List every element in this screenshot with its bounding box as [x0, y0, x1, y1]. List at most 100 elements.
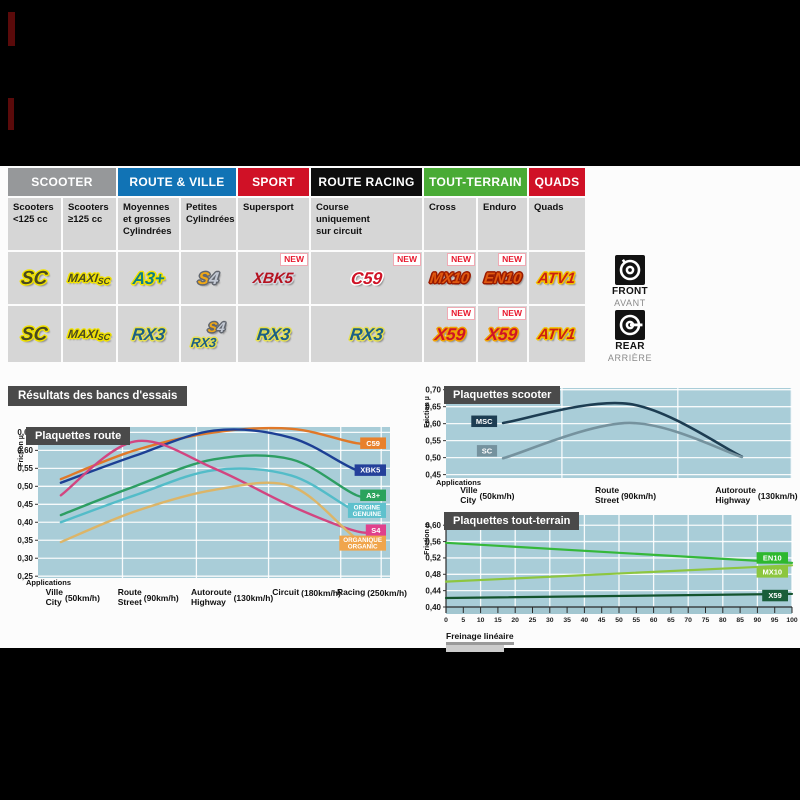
new-badge: NEW — [447, 253, 475, 266]
svg-text:0,52: 0,52 — [425, 554, 441, 563]
chart-route-canvas: 0,65 0,60 0,55 0,50 0,45 0,40 0,35 0,30 0,25 Fric… — [17, 426, 390, 581]
chart-route-applications-label: Applications — [26, 578, 72, 587]
new-badge: NEW — [498, 307, 526, 320]
svg-text:65: 65 — [667, 617, 675, 624]
subcategory-petites-3: Petites Cylindrées — [181, 198, 236, 250]
chart-plaquettes-scooter: 0,70 0,65 0,60 0,55 0,50 0,45 Friction µ MSC SC P… — [422, 384, 800, 514]
category-header-scooter: SCOOTER — [8, 168, 116, 196]
product-row-rear: SC MAXISC RX3 S4 RX3 RX3 RX3 NEW X59 NEW X59 ATV1 — [8, 306, 585, 362]
category-header-row: SCOOTER ROUTE & VILLE SPORT ROUTE RACING TOU… — [8, 168, 585, 196]
svg-text:ORIGINE: ORIGINE — [354, 504, 381, 511]
svg-text:Friction µ: Friction µ — [424, 523, 431, 555]
product-logo-atv1: ATV1 — [537, 269, 577, 287]
subcategory-moyennes-2: Moyennes et grosses Cylindrées — [118, 198, 179, 250]
subcategory-scooters-1: Scooters ≥125 cc — [63, 198, 116, 250]
brake-disc-front-icon — [615, 255, 645, 285]
new-badge: NEW — [498, 253, 526, 266]
chart-tout-canvas: 0,60 0,56 0,52 0,48 0,44 0,40 Friction µ 0 5 10 15… — [424, 515, 798, 624]
new-badge: NEW — [280, 253, 308, 266]
svg-text:0,50: 0,50 — [17, 482, 33, 491]
product-logo-a3: A3+ — [131, 268, 166, 288]
product-logo-rx3: RX3 — [255, 324, 292, 344]
svg-text:0,60: 0,60 — [17, 446, 33, 455]
svg-text:15: 15 — [494, 617, 502, 624]
chart-tout-xaxis-label: Freinage linéaire — [446, 631, 514, 645]
svg-text:0: 0 — [444, 617, 448, 624]
new-badge: NEW — [393, 253, 421, 266]
chart-scooter-xcat-autoroute: Autoroute Highway (130km/h) — [715, 485, 798, 505]
svg-text:20: 20 — [511, 617, 519, 624]
product-logo-x59: X59 — [486, 324, 519, 344]
subcategory-row: Scooters <125 cc Scooters ≥125 cc Moyennes… — [8, 198, 585, 250]
chart-scooter-applications-label: Applications — [436, 478, 482, 487]
svg-text:Friction µ: Friction µ — [424, 396, 431, 428]
product-logo-rx3: RX3 — [348, 324, 385, 344]
svg-text:75: 75 — [702, 617, 710, 624]
subcategory-quads-8: Quads — [529, 198, 585, 250]
product-logo-mx10: MX10 — [429, 269, 471, 287]
product-cell-front-en10: NEW EN10 — [478, 252, 527, 304]
new-badge: NEW — [447, 307, 475, 320]
front-badge: FRONT AVANT — [594, 255, 666, 308]
svg-text:0,48: 0,48 — [425, 570, 441, 579]
artifact-mark — [8, 12, 15, 46]
product-cell-rear-rx3: RX3 — [311, 306, 422, 362]
chart-scooter-xcat-route: Route Street (90km/h) — [594, 485, 657, 505]
product-logo-c59: C59 — [349, 268, 384, 288]
product-logo-s4: S4 — [206, 318, 227, 335]
svg-text:0,30: 0,30 — [17, 554, 33, 563]
product-logo-maxi-sc: MAXISC — [67, 271, 111, 286]
product-cell-front-c59: NEW C59 — [311, 252, 422, 304]
chart-plaquettes-route: 0,65 0,60 0,55 0,50 0,45 0,40 0,35 0,30 0,25 Fric… — [16, 418, 416, 618]
category-header-sport: SPORT — [238, 168, 309, 196]
rear-badge: REAR ARRIÈRE — [594, 310, 666, 363]
svg-text:Friction µ: Friction µ — [18, 435, 25, 467]
product-cell-front-atv1: ATV1 — [529, 252, 585, 304]
svg-text:0,45: 0,45 — [425, 470, 441, 479]
product-logo-rx3: RX3 — [130, 324, 167, 344]
brake-disc-rear-icon — [615, 310, 645, 340]
chart-route-title: Plaquettes route — [26, 427, 131, 445]
chart-route-xcat-autoroute: Autoroute Highway (130km/h) — [190, 587, 274, 607]
svg-text:25: 25 — [529, 617, 537, 624]
chart-route-xcat-route: Route Street (90km/h) — [117, 587, 179, 607]
svg-text:50: 50 — [615, 617, 623, 624]
artifact-mark — [8, 98, 14, 130]
product-logo-xbk5: XBK5 — [252, 269, 295, 287]
subcategory-cross-6: Cross — [424, 198, 476, 250]
svg-text:S4: S4 — [371, 526, 381, 535]
svg-text:0,44: 0,44 — [425, 586, 441, 595]
svg-text:0,65: 0,65 — [425, 402, 441, 411]
product-cell-rear-rx3: RX3 — [238, 306, 309, 362]
product-logo-rx3: RX3 — [189, 334, 218, 350]
product-logo-s4: S4 — [196, 268, 221, 288]
content-panel: SCOOTER ROUTE & VILLE SPORT ROUTE RACING TOU… — [0, 166, 800, 652]
svg-text:MX10: MX10 — [763, 567, 783, 576]
product-logo-atv1: ATV1 — [537, 325, 577, 343]
svg-text:55: 55 — [633, 617, 641, 624]
svg-text:0,45: 0,45 — [17, 500, 33, 509]
svg-text:100: 100 — [786, 617, 798, 624]
chart-scooter-xcat-ville: Ville City (50km/h) — [460, 485, 515, 505]
product-cell-rear-x59: NEW X59 — [478, 306, 527, 362]
subcategory-supersport-4: Supersport — [238, 198, 309, 250]
product-logo-x59: X59 — [433, 324, 467, 344]
svg-text:60: 60 — [650, 617, 658, 624]
svg-text:35: 35 — [563, 617, 571, 624]
svg-text:10: 10 — [477, 617, 485, 624]
chart-plaquettes-tout-terrain: 0,60 0,56 0,52 0,48 0,44 0,40 Friction µ 0 5 10 15… — [422, 509, 800, 659]
product-cell-rear-sc: SC — [8, 306, 61, 362]
rear-sub-label: ARRIÈRE — [607, 353, 653, 363]
chart-route-xcat-circuit: Circuit (180km/h) — [272, 587, 341, 598]
svg-text:0,65: 0,65 — [17, 428, 33, 437]
subcategory-course-5: Course uniquement sur circuit — [311, 198, 422, 250]
svg-text:MSC: MSC — [476, 417, 493, 426]
product-logo-sc: SC — [20, 323, 49, 345]
product-row-front: SC MAXISC A3+ S4 NEW XBK5 NEW C59 NEW MX10 NEW EN10… — [8, 252, 585, 304]
product-cell-front-mx10: NEW MX10 — [424, 252, 476, 304]
svg-text:C59: C59 — [366, 439, 380, 448]
product-cell-front-s4: S4 — [181, 252, 236, 304]
product-cell-rear-atv1: ATV1 — [529, 306, 585, 362]
svg-text:GENUINE: GENUINE — [353, 511, 382, 518]
product-cell-rear-rx3: RX3 — [118, 306, 179, 362]
